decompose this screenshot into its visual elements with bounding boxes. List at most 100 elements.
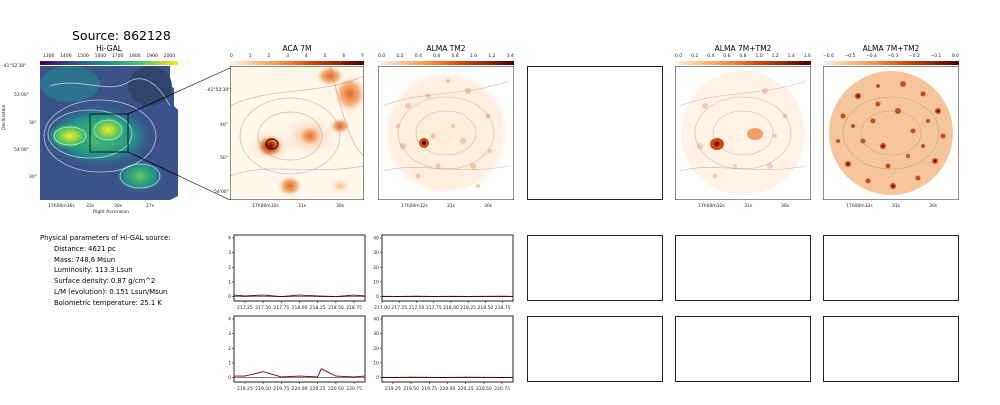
higal-xtick: 33s xyxy=(86,204,95,209)
colorbar-tick: 0 xyxy=(230,54,233,59)
spectrum-xtick-label: 218.25 xyxy=(310,305,326,311)
params-block: Physical parameters of Hi-GAL source: Di… xyxy=(40,233,171,309)
spectrum-ytick-label: 10 xyxy=(373,280,379,286)
param-luminosity: Luminosity: 113.3 Lsun xyxy=(54,266,133,275)
colorbar-aca7m-ticks: 0 1 2 3 4 5 6 7 xyxy=(230,54,364,59)
colorbar-tick: 0.4 xyxy=(414,54,422,59)
empty-spectrum-panel xyxy=(823,316,959,382)
tm2-peak-core xyxy=(422,141,426,145)
spectrum-ytick-label: 4 xyxy=(228,236,231,242)
colorbar-tick: 1700 xyxy=(111,54,124,59)
spectrum-line xyxy=(234,368,366,378)
spectrum-ytick-label: 30 xyxy=(373,331,379,337)
spectrum-ytick-label: 2 xyxy=(228,346,231,352)
higal-map xyxy=(40,66,180,200)
higal-xlabel: Right Ascension xyxy=(93,210,129,215)
colorbar-tick: 1500 xyxy=(77,54,89,59)
param-lm: L/M (evolution): 0.151 Lsun/Msun xyxy=(54,287,168,296)
spectrum-xtick-label: 217.25 xyxy=(391,305,407,311)
emission-blob xyxy=(298,126,322,146)
aca7m-xtick: 17h00m32s xyxy=(252,204,279,209)
tm2-xtick: 30s xyxy=(484,204,493,209)
spectrum-aca-row1: 0 1 2 3 4 217.25 217.50 217.75 218.00 218.25 218.5… xyxy=(228,234,366,311)
spectrum-xtick-label: 219.75 xyxy=(273,386,289,392)
colorbar-tick: −0.4 xyxy=(865,54,877,59)
aca7m-contours xyxy=(230,66,364,177)
colorbar-tick: −0.5 xyxy=(844,54,856,59)
spectrum-xtick-label: 217.50 xyxy=(409,305,425,311)
combo1-noise xyxy=(697,88,788,179)
zoom-connector xyxy=(128,67,231,201)
colorbar-tick: 1.0 xyxy=(755,54,763,59)
tm2-xtick: 17h00m32s xyxy=(401,204,428,209)
colorbar-tick: 1.6 xyxy=(803,54,811,59)
tm2-xtick: 31s xyxy=(447,204,456,209)
spectrum-aca-row2: 0 1 2 3 4 219.25 219.50 219.75 220.00 220.25 220.5… xyxy=(228,315,366,392)
colorbar-tick: 1600 xyxy=(94,54,107,59)
higal-ytick: 30" xyxy=(29,121,37,126)
combo1-blob xyxy=(747,128,763,140)
spectrum-xtick-label: 217.75 xyxy=(426,305,442,311)
empty-spectrum-panel xyxy=(527,316,663,382)
spectrum-xtick-label: 220.00 xyxy=(292,386,308,392)
combo2-contours xyxy=(842,96,940,170)
spectrum-xtick-label: 218.75 xyxy=(346,305,362,311)
colorbar-tick: 1.2 xyxy=(771,54,779,59)
colorbar-combo1-gradient xyxy=(675,61,811,65)
spectrum-ytick-label: 10 xyxy=(373,361,379,367)
higal-xtick: 17h00m36s xyxy=(48,204,75,209)
spectrum-frame xyxy=(381,234,514,302)
higal-region xyxy=(128,66,172,106)
colorbar-tick: 0.4 xyxy=(707,54,715,59)
spectrum-frame xyxy=(233,234,366,302)
combo2-xtick: 17h00m32s xyxy=(846,204,873,209)
aca7m-ytick: 40" xyxy=(220,123,228,128)
page-title: Source: 862128 xyxy=(72,28,171,43)
spectrum-xtick-label: 218.25 xyxy=(460,305,476,311)
param-mass: Mass: 748,6 Msun xyxy=(54,255,116,264)
colorbar-tick: 1.0 xyxy=(469,54,478,59)
higal-ytick: 30" xyxy=(29,175,37,180)
combo1-xtick: 30s xyxy=(781,204,790,209)
spectrum-xtick-label: 220.75 xyxy=(494,386,510,392)
spectrum-xtick-label: 218.00 xyxy=(443,305,459,311)
combo2-noise xyxy=(836,81,946,189)
spectrum-xtick-label: 219.50 xyxy=(403,386,419,392)
higal-xtick: 30s xyxy=(114,204,123,209)
higal-ytick: 54'00" xyxy=(14,148,29,153)
colorbar-tick: 0.6 xyxy=(723,54,731,59)
colorbar-tick: 1.4 xyxy=(787,54,795,59)
colorbar-tick: 1800 xyxy=(129,54,141,59)
colorbar-tick: 2000 xyxy=(163,54,176,59)
spectrum-ytick-label: 20 xyxy=(373,265,379,271)
colorbar-tick: 5 xyxy=(323,54,327,59)
aca7m-xtick: 30s xyxy=(336,204,345,209)
panel-title-higal: Hi-GAL xyxy=(96,44,122,53)
higal-ytick: 53'00" xyxy=(14,93,29,98)
combo1-xtick: 17h00m32s xyxy=(698,204,725,209)
colorbar-tick: −0.1 xyxy=(930,54,942,59)
spectrum-xtick-label: 220.50 xyxy=(328,386,344,392)
panel-title-combo2: ALMA 7M+TM2 xyxy=(862,44,920,53)
empty-spectrum-panel xyxy=(675,235,811,301)
spectrum-ytick-label: 0 xyxy=(376,375,379,381)
colorbar-tick: −0.3 xyxy=(887,54,899,59)
empty-spectrum-panel xyxy=(823,235,959,301)
spectrum-xtick-label: 220.00 xyxy=(440,386,456,392)
colorbar-tick: 1.4 xyxy=(506,54,514,59)
combo2-peaks xyxy=(846,94,940,188)
spectrum-xtick-label: 219.25 xyxy=(237,386,253,392)
colorbar-tick: 0.8 xyxy=(451,54,459,59)
spectrum-ytick-label: 1 xyxy=(228,280,231,286)
colorbar-tick: 0.0 xyxy=(378,54,386,59)
colorbar-higal-gradient xyxy=(40,61,178,65)
aca7m-beam-marker xyxy=(265,138,279,150)
colorbar-tick: 1300 xyxy=(42,54,55,59)
spectrum-ytick-label: 3 xyxy=(228,331,231,337)
param-surface-density: Surface density: 0.87 g/cm^2 xyxy=(54,277,156,286)
colorbar-combo2-ticks: −0.6 −0.5 −0.4 −0.3 −0.2 −0.1 0.0 xyxy=(823,54,959,59)
colorbar-tm2-ticks: 0.0 0.2 0.4 0.6 0.8 1.0 1.2 1.4 xyxy=(378,54,514,59)
combo1-contours xyxy=(679,80,807,172)
higal-ytick: -41°52'30" xyxy=(2,64,27,69)
